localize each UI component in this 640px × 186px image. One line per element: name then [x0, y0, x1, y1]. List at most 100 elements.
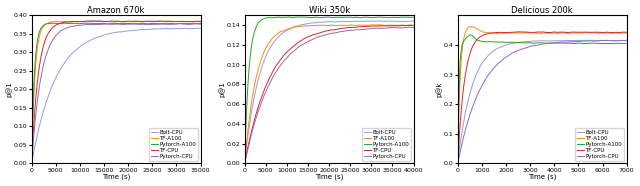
Pytorch-CPU [48, 40, 56, 42]
Pytorch-A100 [134, 23, 142, 25]
TF-A100 [364, 24, 371, 26]
Pytorch-A100 [49, 22, 56, 24]
Bolt-CPU [590, 39, 598, 41]
Pytorch-A100 [95, 23, 103, 25]
Pytorch-CPU [347, 29, 355, 31]
TF-A100 [475, 28, 483, 31]
Bolt-CPU [377, 20, 385, 22]
Y-axis label: p@1: p@1 [6, 81, 12, 97]
Pytorch-CPU [241, 162, 248, 164]
Bolt-CPU [196, 27, 204, 29]
TF-CPU [454, 162, 461, 164]
TF-CPU [151, 20, 159, 23]
Pytorch-CPU [560, 41, 568, 43]
Bolt-CPU [521, 41, 529, 43]
TF-CPU [576, 31, 584, 33]
TF-A100 [521, 32, 529, 34]
Pytorch-A100 [348, 16, 355, 18]
TF-CPU [296, 40, 303, 43]
Bolt-CPU [347, 20, 355, 23]
Bolt-CPU [560, 40, 568, 42]
Bolt-CPU [363, 20, 371, 22]
Pytorch-CPU [364, 28, 371, 30]
TF-A100 [509, 32, 517, 34]
Legend: Bolt-CPU, TF-A100, Pytorch-A100, TF-CPU, Pytorch-CPU: Bolt-CPU, TF-A100, Pytorch-A100, TF-CPU,… [575, 128, 624, 161]
Pytorch-A100 [577, 42, 585, 44]
TF-CPU [134, 20, 142, 22]
TF-A100 [241, 162, 248, 164]
Line: TF-CPU: TF-CPU [244, 25, 413, 163]
Pytorch-A100 [561, 42, 568, 44]
Line: TF-CPU: TF-CPU [458, 32, 627, 163]
TF-CPU [623, 31, 630, 33]
Pytorch-CPU [150, 23, 158, 26]
TF-CPU [406, 24, 414, 26]
TF-A100 [296, 25, 303, 28]
Bolt-CPU [454, 162, 461, 164]
TF-CPU [509, 31, 516, 33]
Pytorch-A100 [467, 34, 475, 36]
Pytorch-CPU [95, 23, 102, 25]
Pytorch-CPU [176, 23, 184, 25]
Line: Pytorch-A100: Pytorch-A100 [458, 35, 627, 163]
Pytorch-A100 [364, 16, 372, 18]
Pytorch-A100 [454, 162, 461, 164]
TF-A100 [48, 21, 56, 23]
TF-A100 [156, 20, 164, 22]
TF-CPU [28, 162, 35, 164]
TF-A100 [95, 20, 102, 23]
TF-A100 [150, 21, 157, 23]
Title: Amazon 670k: Amazon 670k [88, 6, 145, 15]
Line: Bolt-CPU: Bolt-CPU [31, 28, 200, 163]
Pytorch-CPU [83, 23, 90, 25]
Bolt-CPU [261, 57, 269, 60]
TF-A100 [623, 32, 630, 34]
TF-A100 [134, 20, 141, 23]
Pytorch-A100 [296, 16, 303, 18]
TF-A100 [150, 20, 158, 23]
Pytorch-CPU [28, 162, 35, 164]
TF-CPU [364, 25, 371, 28]
X-axis label: Time (s): Time (s) [315, 174, 343, 180]
Bolt-CPU [28, 162, 35, 164]
Bolt-CPU [474, 70, 482, 72]
TF-A100 [196, 21, 204, 23]
Bolt-CPU [83, 41, 90, 43]
Pytorch-A100 [150, 22, 158, 25]
Pytorch-A100 [28, 162, 35, 164]
Pytorch-A100 [623, 42, 630, 44]
Pytorch-A100 [475, 39, 483, 42]
TF-CPU [150, 20, 158, 22]
Line: Pytorch-A100: Pytorch-A100 [244, 17, 413, 163]
Pytorch-CPU [410, 26, 417, 29]
Pytorch-A100 [83, 22, 91, 24]
TF-CPU [410, 24, 417, 27]
Pytorch-CPU [261, 92, 269, 94]
TF-A100 [308, 24, 316, 27]
Line: Pytorch-A100: Pytorch-A100 [31, 23, 200, 163]
Pytorch-A100 [261, 17, 269, 19]
TF-A100 [363, 24, 371, 26]
Y-axis label: p@k: p@k [436, 82, 442, 97]
Line: TF-A100: TF-A100 [458, 26, 627, 162]
Y-axis label: p@1: p@1 [219, 81, 225, 97]
TF-CPU [241, 162, 248, 164]
TF-A100 [410, 24, 417, 26]
Bolt-CPU [150, 28, 158, 30]
TF-CPU [347, 26, 355, 28]
Pytorch-CPU [474, 92, 482, 94]
TF-CPU [308, 34, 316, 36]
Pytorch-CPU [576, 40, 584, 43]
TF-A100 [561, 32, 568, 34]
Legend: Bolt-CPU, TF-A100, Pytorch-A100, TF-CPU, Pytorch-CPU: Bolt-CPU, TF-A100, Pytorch-A100, TF-CPU,… [149, 128, 198, 161]
TF-A100 [454, 161, 461, 163]
Bolt-CPU [150, 28, 157, 30]
Bolt-CPU [364, 20, 371, 22]
TF-CPU [261, 87, 269, 89]
Bolt-CPU [623, 39, 630, 41]
Line: Pytorch-CPU: Pytorch-CPU [458, 40, 627, 163]
Pytorch-A100 [576, 42, 584, 44]
TF-CPU [577, 31, 585, 33]
TF-CPU [196, 20, 204, 23]
TF-CPU [88, 20, 95, 22]
